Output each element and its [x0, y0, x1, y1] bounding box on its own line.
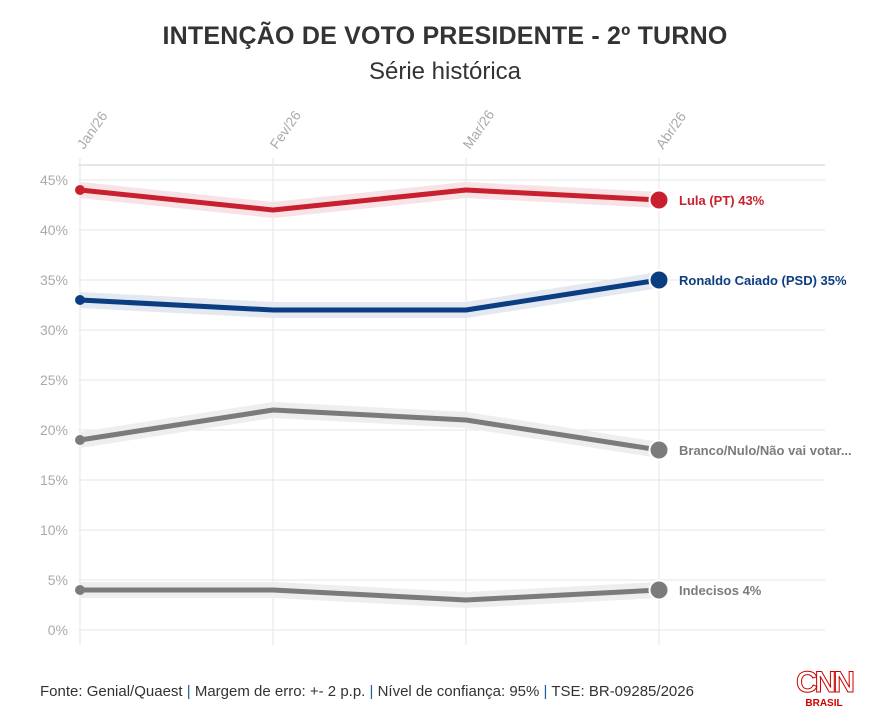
end-point [648, 439, 670, 461]
x-tick-label: Fev/26 [266, 107, 304, 151]
y-tick-label: 20% [40, 422, 68, 438]
start-point [75, 185, 85, 195]
separator: | [369, 683, 374, 700]
y-tick-label: 30% [40, 322, 68, 338]
logo-cnn: CNN [796, 666, 856, 699]
series-label: Indecisos 4% [679, 583, 762, 598]
y-tick-label: 45% [40, 172, 68, 188]
y-tick-label: 5% [48, 572, 68, 588]
series-label: Lula (PT) 43% [679, 193, 765, 208]
y-tick-label: 25% [40, 372, 68, 388]
separator: | [543, 683, 548, 700]
y-tick-label: 0% [48, 622, 68, 638]
series-label: Branco/Nulo/Não vai votar... [679, 443, 852, 458]
end-point [648, 269, 670, 291]
confidence-text: Nível de confiança: 95% [377, 683, 540, 700]
y-tick-label: 10% [40, 522, 68, 538]
margin-text: Margem de erro: +- 2 p.p. [194, 683, 366, 700]
separator: | [186, 683, 191, 700]
chart-title: INTENÇÃO DE VOTO PRESIDENTE - 2º TURNO [162, 22, 728, 50]
series-label: Ronaldo Caiado (PSD) 35% [679, 273, 847, 288]
y-tick-label: 40% [40, 222, 68, 238]
footer: Fonte: Genial/Quaest | Margem de erro: +… [40, 683, 694, 700]
start-point [75, 435, 85, 445]
series-line [79, 187, 660, 213]
series-line [79, 407, 660, 453]
series-line [80, 587, 660, 603]
x-tick-label: Abr/26 [652, 109, 689, 152]
x-tick-label: Mar/26 [459, 107, 497, 152]
start-point [75, 585, 85, 595]
end-point [648, 189, 670, 211]
line-chart: 0% 5% 10% 15% 20% 25% 30% 35% 40% 45% Jan/26 Fev/26… [40, 107, 852, 645]
y-tick-label: 15% [40, 472, 68, 488]
tse-text: TSE: BR-09285/2026 [551, 683, 694, 700]
logo-brasil: BRASIL [805, 698, 843, 709]
start-point [75, 295, 85, 305]
series-line [79, 277, 660, 313]
end-point [648, 579, 670, 601]
cnn-brasil-logo: CNN BRASIL [792, 666, 856, 709]
source-text: Fonte: Genial/Quaest [40, 683, 183, 700]
y-tick-label: 35% [40, 272, 68, 288]
x-tick-label: Jan/26 [73, 108, 110, 152]
chart-subtitle: Série histórica [368, 58, 522, 85]
